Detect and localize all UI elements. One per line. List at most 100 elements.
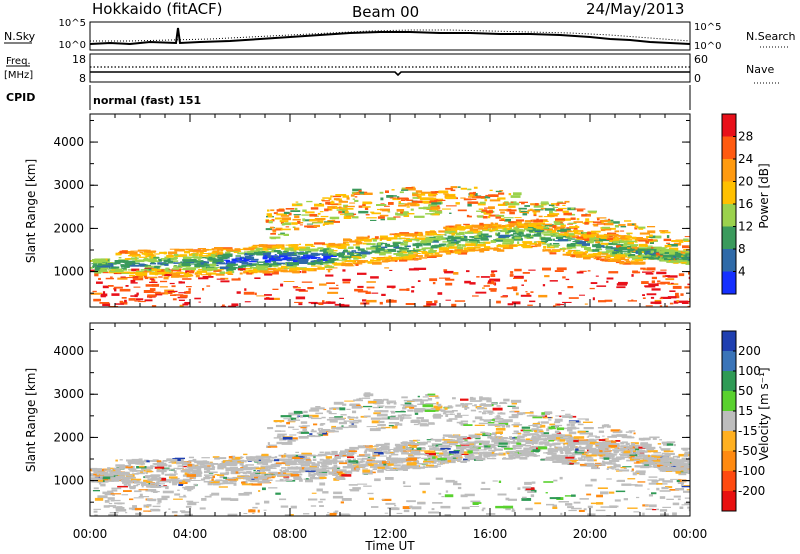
- echo-cell: [485, 194, 495, 197]
- echo-cell: [356, 236, 364, 240]
- echo-cell: [445, 413, 456, 415]
- echo-cell: [280, 215, 290, 217]
- echo-cell: [105, 479, 109, 483]
- echo-cell: [557, 201, 563, 203]
- echo-cell: [476, 196, 485, 199]
- echo-cell: [590, 478, 597, 482]
- echo-cell: [170, 275, 179, 278]
- echo-cell: [317, 212, 321, 215]
- echo-cell: [363, 451, 367, 454]
- echo-cell: [305, 255, 314, 257]
- echo-cell: [486, 210, 493, 214]
- echo-cell: [377, 242, 381, 246]
- echo-cell: [328, 207, 333, 211]
- echo-cell: [630, 470, 634, 472]
- echo-cell: [302, 209, 307, 212]
- echo-cell: [627, 241, 634, 245]
- echo-cell: [357, 464, 362, 466]
- echo-cell: [230, 261, 239, 263]
- echo-cell: [293, 287, 298, 289]
- echo-cell: [326, 209, 332, 211]
- echo-cell: [451, 236, 461, 240]
- echo-cell: [340, 501, 344, 504]
- echo-cell: [298, 246, 306, 249]
- echo-cell: [582, 254, 592, 258]
- echo-cell: [656, 487, 660, 491]
- echo-cell: [344, 208, 354, 210]
- echo-cell: [357, 272, 367, 275]
- echo-cell: [91, 263, 98, 265]
- echo-cell: [299, 222, 304, 224]
- echo-cell: [131, 268, 140, 272]
- echo-cell: [289, 470, 301, 473]
- echo-cell: [305, 470, 316, 472]
- echo-cell: [319, 211, 324, 213]
- echo-cell: [433, 234, 441, 236]
- echo-cell: [362, 206, 371, 208]
- echo-cell: [247, 253, 257, 255]
- echo-cell: [494, 416, 502, 418]
- echo-cell: [648, 494, 653, 497]
- echo-cell: [91, 468, 95, 472]
- echo-cell: [488, 229, 495, 232]
- echo-cell: [404, 234, 413, 237]
- echo-cell: [544, 228, 553, 231]
- echo-cell: [310, 256, 317, 260]
- echo-cell: [212, 463, 219, 465]
- echo-cell: [271, 250, 281, 253]
- echo-cell: [489, 224, 493, 227]
- echo-cell: [362, 203, 366, 207]
- echo-cell: [585, 218, 590, 221]
- echo-cell: [387, 507, 398, 509]
- echo-cell: [487, 280, 492, 283]
- echo-cell: [508, 416, 519, 419]
- echo-cell: [525, 450, 535, 454]
- echo-cell: [627, 233, 630, 235]
- echo-cell: [167, 260, 173, 264]
- echo-cell: [128, 463, 132, 466]
- echo-cell: [526, 235, 532, 238]
- echo-cell: [605, 250, 617, 253]
- echo-cell: [363, 415, 371, 418]
- echo-cell: [235, 258, 240, 261]
- echo-cell: [347, 456, 355, 459]
- echo-cell: [431, 202, 442, 205]
- echo-cell: [403, 214, 410, 217]
- echo-cell: [317, 461, 323, 464]
- echo-cell: [389, 197, 397, 199]
- echo-cell: [669, 290, 676, 292]
- echo-cell: [442, 439, 453, 441]
- echo-cell: [512, 406, 519, 410]
- echo-cell: [631, 257, 639, 260]
- echo-cell: [305, 243, 314, 246]
- echo-cell: [513, 422, 520, 424]
- echo-cell: [491, 450, 496, 452]
- echo-cell: [154, 466, 165, 469]
- echo-cell: [349, 202, 356, 204]
- echo-cell: [607, 221, 614, 223]
- echo-cell: [132, 277, 144, 281]
- echo-cell: [245, 456, 253, 460]
- echo-cell: [544, 412, 550, 415]
- echo-cell: [351, 256, 360, 258]
- echo-cell: [516, 230, 519, 234]
- echo-cell: [311, 265, 322, 267]
- echo-cell: [284, 453, 287, 455]
- echo-cell: [659, 230, 669, 232]
- echo-cell: [441, 496, 445, 498]
- echo-cell: [327, 220, 336, 222]
- echo-cell: [639, 249, 646, 251]
- echo-cell: [403, 509, 410, 513]
- echo-cell: [389, 461, 393, 463]
- echo-cell: [209, 263, 217, 266]
- echo-cell: [413, 460, 419, 464]
- echo-cell: [646, 249, 652, 251]
- echo-cell: [571, 254, 576, 258]
- echo-cell: [483, 410, 492, 412]
- echo-cell: [470, 445, 474, 448]
- echo-cell: [414, 193, 426, 196]
- echo-cell: [219, 271, 225, 274]
- echo-cell: [241, 264, 253, 267]
- echo-cell: [677, 498, 681, 501]
- echo-cell: [291, 254, 298, 257]
